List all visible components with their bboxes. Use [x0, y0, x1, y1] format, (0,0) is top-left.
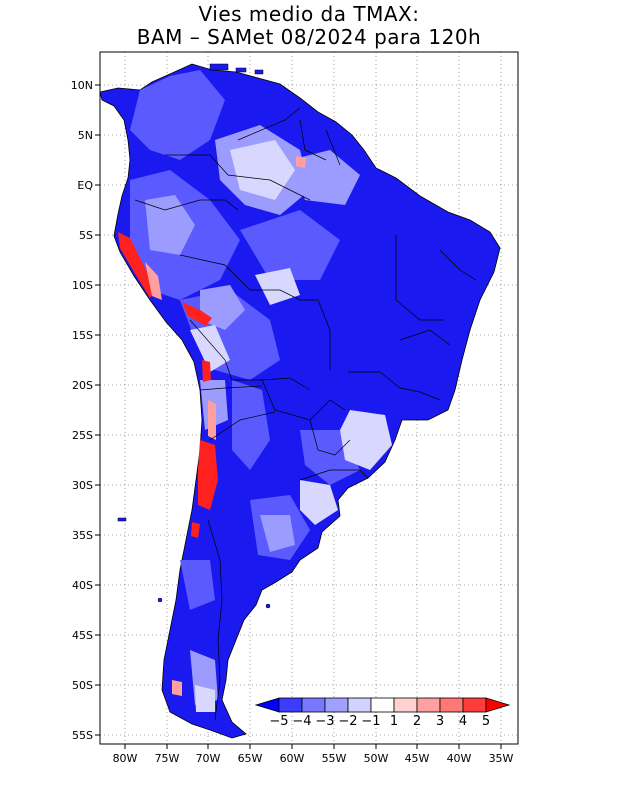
colorbar-box — [370, 697, 395, 713]
islands — [117, 63, 271, 609]
lat-label: 25S — [72, 429, 93, 442]
map-title-line2: BAM – SAMet 08/2024 para 120h — [136, 25, 482, 49]
bias-weak-positive-areas — [145, 156, 306, 696]
colorbar-label: 3 — [436, 714, 444, 729]
colorbar-box — [393, 697, 418, 713]
lat-label: 15S — [72, 329, 93, 342]
lon-label: 75W — [155, 752, 180, 765]
map-title-line1: Vies medio da TMAX: — [198, 2, 420, 26]
colorbar-label: 2 — [413, 714, 421, 729]
lon-label: 50W — [364, 752, 389, 765]
lat-axis: 10N 5N EQ 5S 10S 15S 20S 25S 30S 35S 40S… — [71, 79, 100, 742]
lat-label: 5N — [78, 129, 93, 142]
colorbar-box — [278, 697, 303, 713]
lon-label: 65W — [238, 752, 263, 765]
colorbar-label: 4 — [459, 714, 467, 729]
lat-label: 10S — [72, 279, 93, 292]
lat-label: 35S — [72, 529, 93, 542]
lat-label: EQ — [77, 179, 93, 192]
lon-label: 40W — [447, 752, 472, 765]
lat-label: 30S — [72, 479, 93, 492]
colorbar-label: −5 — [269, 714, 288, 729]
colorbar-box — [439, 697, 464, 713]
bias-positive-areas — [118, 232, 218, 538]
colorbar-label: 1 — [390, 714, 398, 729]
plot-frame — [99, 51, 519, 745]
lon-label: 45W — [405, 752, 430, 765]
colorbar-labels: −5 −4 −3 −2 −1 1 2 3 4 5 — [269, 714, 490, 729]
colorbar-box — [324, 697, 349, 713]
colorbar-boxes — [254, 697, 511, 713]
lat-label: 45S — [72, 629, 93, 642]
bias-weak-areas — [190, 140, 392, 712]
lat-label: 20S — [72, 379, 93, 392]
colorbar-label: −3 — [315, 714, 334, 729]
colorbar-label: −1 — [361, 714, 380, 729]
lon-label: 55W — [322, 752, 347, 765]
colorbar-arrow-high — [485, 697, 511, 713]
colorbar: −5 −4 −3 −2 −1 1 2 3 4 5 — [254, 697, 511, 729]
lon-label: 35W — [489, 752, 514, 765]
colorbar-label: −2 — [338, 714, 357, 729]
colorbar-box — [301, 697, 326, 713]
lat-label: 55S — [72, 729, 93, 742]
lat-label: 10N — [71, 79, 93, 92]
lon-axis: 80W 75W 70W 65W 60W 55W 50W 45W 40W 35W — [113, 744, 514, 765]
colorbar-box — [347, 697, 372, 713]
colorbar-box — [416, 697, 441, 713]
lon-label: 70W — [196, 752, 221, 765]
lat-label: 50S — [72, 679, 93, 692]
lon-label: 80W — [113, 752, 138, 765]
country-borders — [134, 107, 477, 721]
colorbar-label: 5 — [482, 714, 490, 729]
colorbar-box — [462, 697, 487, 713]
lat-label: 40S — [72, 579, 93, 592]
colorbar-label: −4 — [292, 714, 311, 729]
lon-label: 60W — [280, 752, 305, 765]
lat-label: 5S — [79, 229, 93, 242]
